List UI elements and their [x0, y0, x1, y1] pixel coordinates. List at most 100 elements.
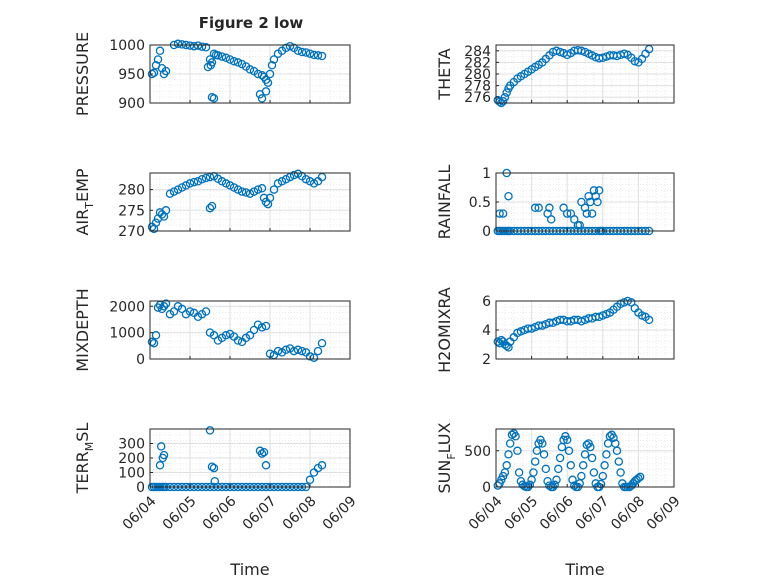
data-point	[281, 43, 291, 53]
y-label-part: TERR	[73, 451, 92, 494]
data-point	[575, 220, 584, 230]
data-point	[261, 87, 271, 96]
data-point	[201, 173, 211, 183]
data-point	[207, 462, 217, 471]
data-point	[596, 479, 606, 489]
data-point	[185, 307, 195, 316]
data-point	[213, 51, 223, 60]
data-point	[612, 51, 622, 61]
axes-box	[495, 428, 675, 488]
data-point	[301, 174, 311, 184]
data-point	[149, 338, 159, 348]
data-point	[277, 177, 287, 186]
axes-box	[149, 172, 351, 232]
data-point	[577, 46, 586, 56]
x-tick-label: 06/06	[537, 493, 577, 533]
data-point	[217, 177, 227, 186]
data-point	[173, 39, 183, 49]
data-point	[249, 187, 259, 196]
data-point	[177, 183, 187, 192]
subplot-6: 2 4 6 H2OMIXRA	[435, 287, 675, 373]
data-point	[498, 209, 508, 218]
data-point	[502, 461, 511, 470]
data-point	[317, 172, 327, 182]
data-point	[602, 450, 611, 459]
data-point	[225, 181, 235, 190]
data-point	[289, 170, 299, 180]
data-point	[245, 331, 255, 340]
data-point	[293, 345, 303, 355]
data-point	[555, 47, 565, 57]
x-tick-label: 06/05	[160, 493, 200, 533]
y-tick-label: 4	[482, 323, 491, 339]
subplot-3: 270 275 280 AIRTEMP	[73, 168, 351, 240]
data-point	[534, 203, 543, 213]
data-point	[185, 179, 195, 188]
data-point	[589, 186, 599, 195]
data-point	[201, 307, 211, 316]
data-point	[514, 468, 524, 477]
data-point	[511, 432, 520, 441]
data-point	[147, 337, 157, 347]
y-tick-label: 900	[118, 96, 145, 112]
data-point	[177, 40, 187, 49]
y-tick-label: 0	[136, 480, 145, 496]
data-point	[598, 471, 608, 481]
x-tick-label: 06/07	[240, 493, 280, 533]
data-point	[504, 450, 513, 459]
y-tick-label: 280	[464, 67, 491, 83]
y-label-subscript: T	[83, 202, 96, 210]
data-point	[564, 446, 574, 456]
data-point	[206, 61, 216, 70]
y-tick-label: 1	[482, 166, 491, 182]
data-point	[529, 468, 538, 477]
data-point	[229, 183, 239, 192]
y-tick-label: 284	[464, 44, 491, 60]
data-point	[505, 439, 515, 448]
data-point	[257, 184, 267, 193]
data-point	[281, 174, 291, 184]
y-tick-label: 0	[482, 480, 491, 496]
data-point	[297, 47, 307, 57]
data-point	[273, 179, 283, 188]
data-point	[263, 78, 273, 87]
y-tick-label: 200	[118, 451, 145, 467]
y-tick-label: 275	[118, 203, 145, 219]
data-point	[233, 58, 243, 67]
data-point	[546, 215, 556, 224]
data-point	[550, 480, 559, 490]
data-point	[269, 55, 279, 64]
y-label-subscript: F	[445, 453, 458, 459]
data-point	[305, 49, 315, 58]
subplot-1: 900 950 1000 PRESSURE	[73, 32, 351, 116]
data-point	[589, 468, 599, 477]
data-point	[221, 179, 231, 188]
data-point	[245, 189, 255, 198]
data-point	[281, 345, 291, 355]
data-point	[169, 307, 179, 316]
data-point	[153, 303, 163, 312]
data-point	[153, 55, 163, 64]
data-point	[587, 209, 597, 218]
y-label-subscript: M	[83, 442, 96, 452]
y-axis-label: TERRMSL	[73, 423, 96, 495]
data-point	[600, 461, 609, 470]
data-point	[259, 447, 269, 457]
data-point	[317, 338, 327, 348]
y-axis-label: PRESSURE	[73, 32, 92, 116]
data-point	[253, 185, 263, 194]
data-point	[237, 187, 247, 196]
data-point	[317, 461, 327, 470]
data-point	[209, 463, 219, 473]
data-point	[185, 41, 195, 50]
data-point	[217, 52, 227, 61]
y-label-part: EMP	[73, 168, 92, 202]
data-point	[155, 461, 165, 470]
x-tick-label: 06/07	[573, 493, 613, 533]
data-point	[273, 346, 283, 356]
figure-title: Figure 2 low	[199, 14, 304, 32]
y-tick-label: 1000	[109, 38, 145, 54]
